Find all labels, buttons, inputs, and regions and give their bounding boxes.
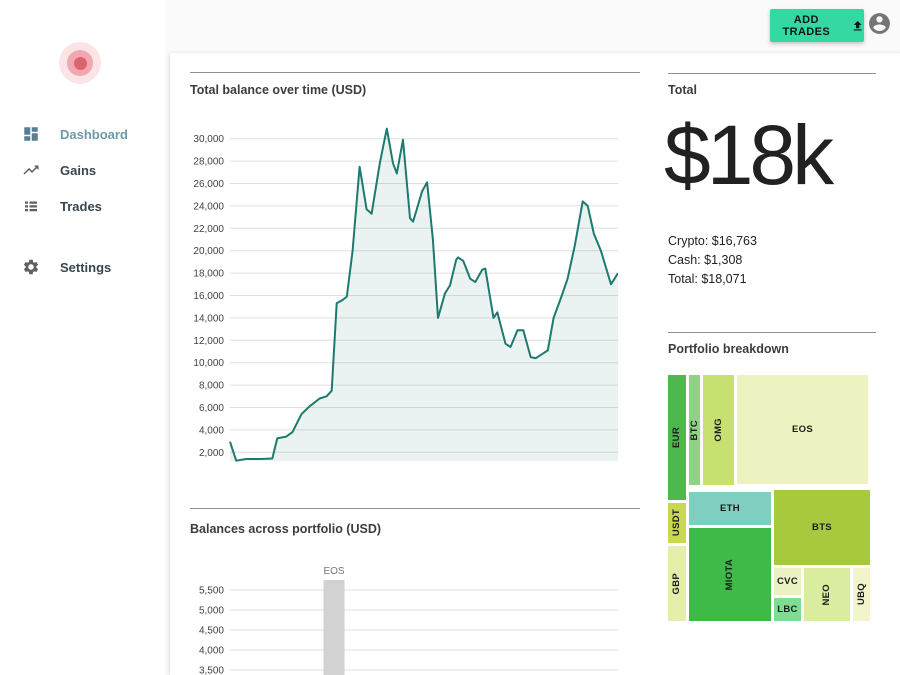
total-big-value: $18k bbox=[664, 108, 834, 202]
add-trades-button[interactable]: ADD TRADES bbox=[770, 9, 864, 42]
balance-line-chart: 2,000 4,000 6,000 8,000 10,000 12,000 14,000 16… bbox=[193, 127, 618, 462]
treemap-block-label: MIOTA bbox=[724, 558, 736, 591]
treemap-block-label: BTS bbox=[812, 522, 832, 533]
sidebar: Dashboard Gains Trades Settings bbox=[0, 0, 165, 675]
svg-text:14,000: 14,000 bbox=[193, 313, 224, 324]
balance-chart-title: Total balance over time (USD) bbox=[190, 83, 367, 97]
upload-icon bbox=[853, 20, 862, 30]
app-logo-dot bbox=[73, 56, 87, 70]
treemap-block-eur: EUR bbox=[668, 375, 686, 500]
svg-text:4,000: 4,000 bbox=[199, 646, 224, 657]
svg-text:6,000: 6,000 bbox=[199, 403, 224, 414]
divider bbox=[190, 72, 640, 73]
sidebar-item-gains[interactable]: Gains bbox=[0, 155, 165, 185]
svg-text:EOS: EOS bbox=[323, 566, 344, 577]
svg-text:16,000: 16,000 bbox=[193, 291, 224, 302]
svg-text:24,000: 24,000 bbox=[193, 201, 224, 212]
breakdown-title: Portfolio breakdown bbox=[668, 342, 789, 356]
gear-icon bbox=[22, 258, 40, 276]
treemap-block-label: OMG bbox=[713, 418, 724, 442]
trending-up-icon bbox=[22, 161, 40, 179]
divider bbox=[668, 332, 876, 333]
total-stats: Crypto: $16,763 Cash: $1,308 Total: $18,… bbox=[668, 232, 757, 289]
treemap-block-lbc: LBC bbox=[774, 597, 801, 621]
svg-text:20,000: 20,000 bbox=[193, 246, 224, 257]
main-card: Total balance over time (USD) 2,000 4,000… bbox=[170, 53, 900, 675]
treemap-block-label: LBC bbox=[777, 603, 798, 615]
svg-text:10,000: 10,000 bbox=[193, 358, 224, 369]
sidebar-item-label: Trades bbox=[60, 198, 102, 214]
treemap-block-usdt: USDT bbox=[668, 502, 686, 543]
svg-text:5,500: 5,500 bbox=[199, 586, 224, 597]
treemap-block-eos: EOS bbox=[737, 375, 868, 484]
grand-total: Total: $18,071 bbox=[668, 272, 747, 286]
treemap-block-label: USDT bbox=[671, 509, 683, 537]
treemap-block-gbp: GBP bbox=[668, 545, 686, 621]
sidebar-item-settings[interactable]: Settings bbox=[0, 252, 165, 282]
treemap-block-miota: MIOTA bbox=[689, 528, 771, 621]
list-icon bbox=[22, 197, 40, 215]
avatar[interactable] bbox=[867, 11, 892, 36]
treemap-block-eth: ETH bbox=[689, 491, 771, 525]
treemap-block-label: ETH bbox=[720, 502, 740, 514]
treemap-block-ubq: UBQ bbox=[852, 568, 870, 621]
treemap-block-bts: BTS bbox=[774, 490, 870, 565]
app-logo bbox=[59, 42, 101, 84]
svg-text:12,000: 12,000 bbox=[193, 336, 224, 347]
svg-text:30,000: 30,000 bbox=[193, 134, 224, 145]
svg-text:2,000: 2,000 bbox=[199, 448, 224, 459]
svg-text:4,500: 4,500 bbox=[199, 626, 224, 637]
treemap-block-cvc: CVC bbox=[774, 568, 801, 595]
treemap-block-label: EOS bbox=[792, 424, 813, 435]
treemap-block-label: GBP bbox=[671, 572, 683, 595]
divider bbox=[668, 73, 876, 74]
sidebar-item-dashboard[interactable]: Dashboard bbox=[0, 119, 165, 149]
crypto-total: Crypto: $16,763 bbox=[668, 234, 757, 248]
svg-text:26,000: 26,000 bbox=[193, 179, 224, 190]
treemap-block-label: CVC bbox=[777, 576, 798, 587]
account-circle-icon bbox=[869, 13, 890, 34]
sidebar-item-label: Settings bbox=[60, 259, 112, 275]
cash-total: Cash: $1,308 bbox=[668, 253, 743, 267]
portfolio-treemap: EUR BTC OMG EOS ETH USDT GBP MIOTA BTS CVC LBC NEO U… bbox=[668, 375, 870, 621]
portfolio-chart-title: Balances across portfolio (USD) bbox=[190, 522, 382, 536]
treemap-block-label: UBQ bbox=[855, 583, 867, 606]
treemap-block-label: NEO bbox=[821, 583, 833, 606]
total-title: Total bbox=[668, 83, 697, 97]
treemap-block-neo: NEO bbox=[804, 568, 850, 621]
treemap-block-label: EUR bbox=[671, 427, 683, 448]
portfolio-bar-chart: 5,500 5,000 4,500 4,000 3,500 EOS bbox=[199, 566, 618, 675]
add-trades-label: ADD TRADES bbox=[782, 13, 831, 38]
svg-text:22,000: 22,000 bbox=[193, 224, 224, 235]
treemap-block-btc: BTC bbox=[689, 375, 700, 485]
sidebar-item-label: Gains bbox=[60, 162, 97, 178]
svg-text:3,500: 3,500 bbox=[199, 666, 224, 675]
app-logo-ring bbox=[67, 50, 93, 76]
svg-text:18,000: 18,000 bbox=[193, 269, 224, 280]
treemap-block-omg: OMG bbox=[703, 375, 734, 485]
sidebar-item-label: Dashboard bbox=[60, 126, 128, 142]
svg-text:28,000: 28,000 bbox=[193, 157, 224, 168]
svg-text:8,000: 8,000 bbox=[199, 381, 224, 392]
sidebar-item-trades[interactable]: Trades bbox=[0, 191, 165, 221]
dashboard-icon bbox=[22, 125, 40, 143]
svg-text:4,000: 4,000 bbox=[199, 425, 224, 436]
treemap-block-label: BTC bbox=[689, 419, 700, 441]
svg-text:5,000: 5,000 bbox=[199, 606, 224, 617]
divider bbox=[190, 508, 640, 509]
